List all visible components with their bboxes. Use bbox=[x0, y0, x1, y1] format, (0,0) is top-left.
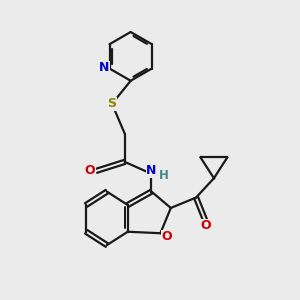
Text: O: O bbox=[85, 164, 95, 177]
Text: O: O bbox=[162, 230, 172, 243]
Text: O: O bbox=[200, 219, 211, 232]
Text: H: H bbox=[159, 169, 169, 182]
Text: S: S bbox=[107, 98, 116, 110]
Text: N: N bbox=[146, 164, 157, 177]
Text: N: N bbox=[99, 61, 110, 74]
